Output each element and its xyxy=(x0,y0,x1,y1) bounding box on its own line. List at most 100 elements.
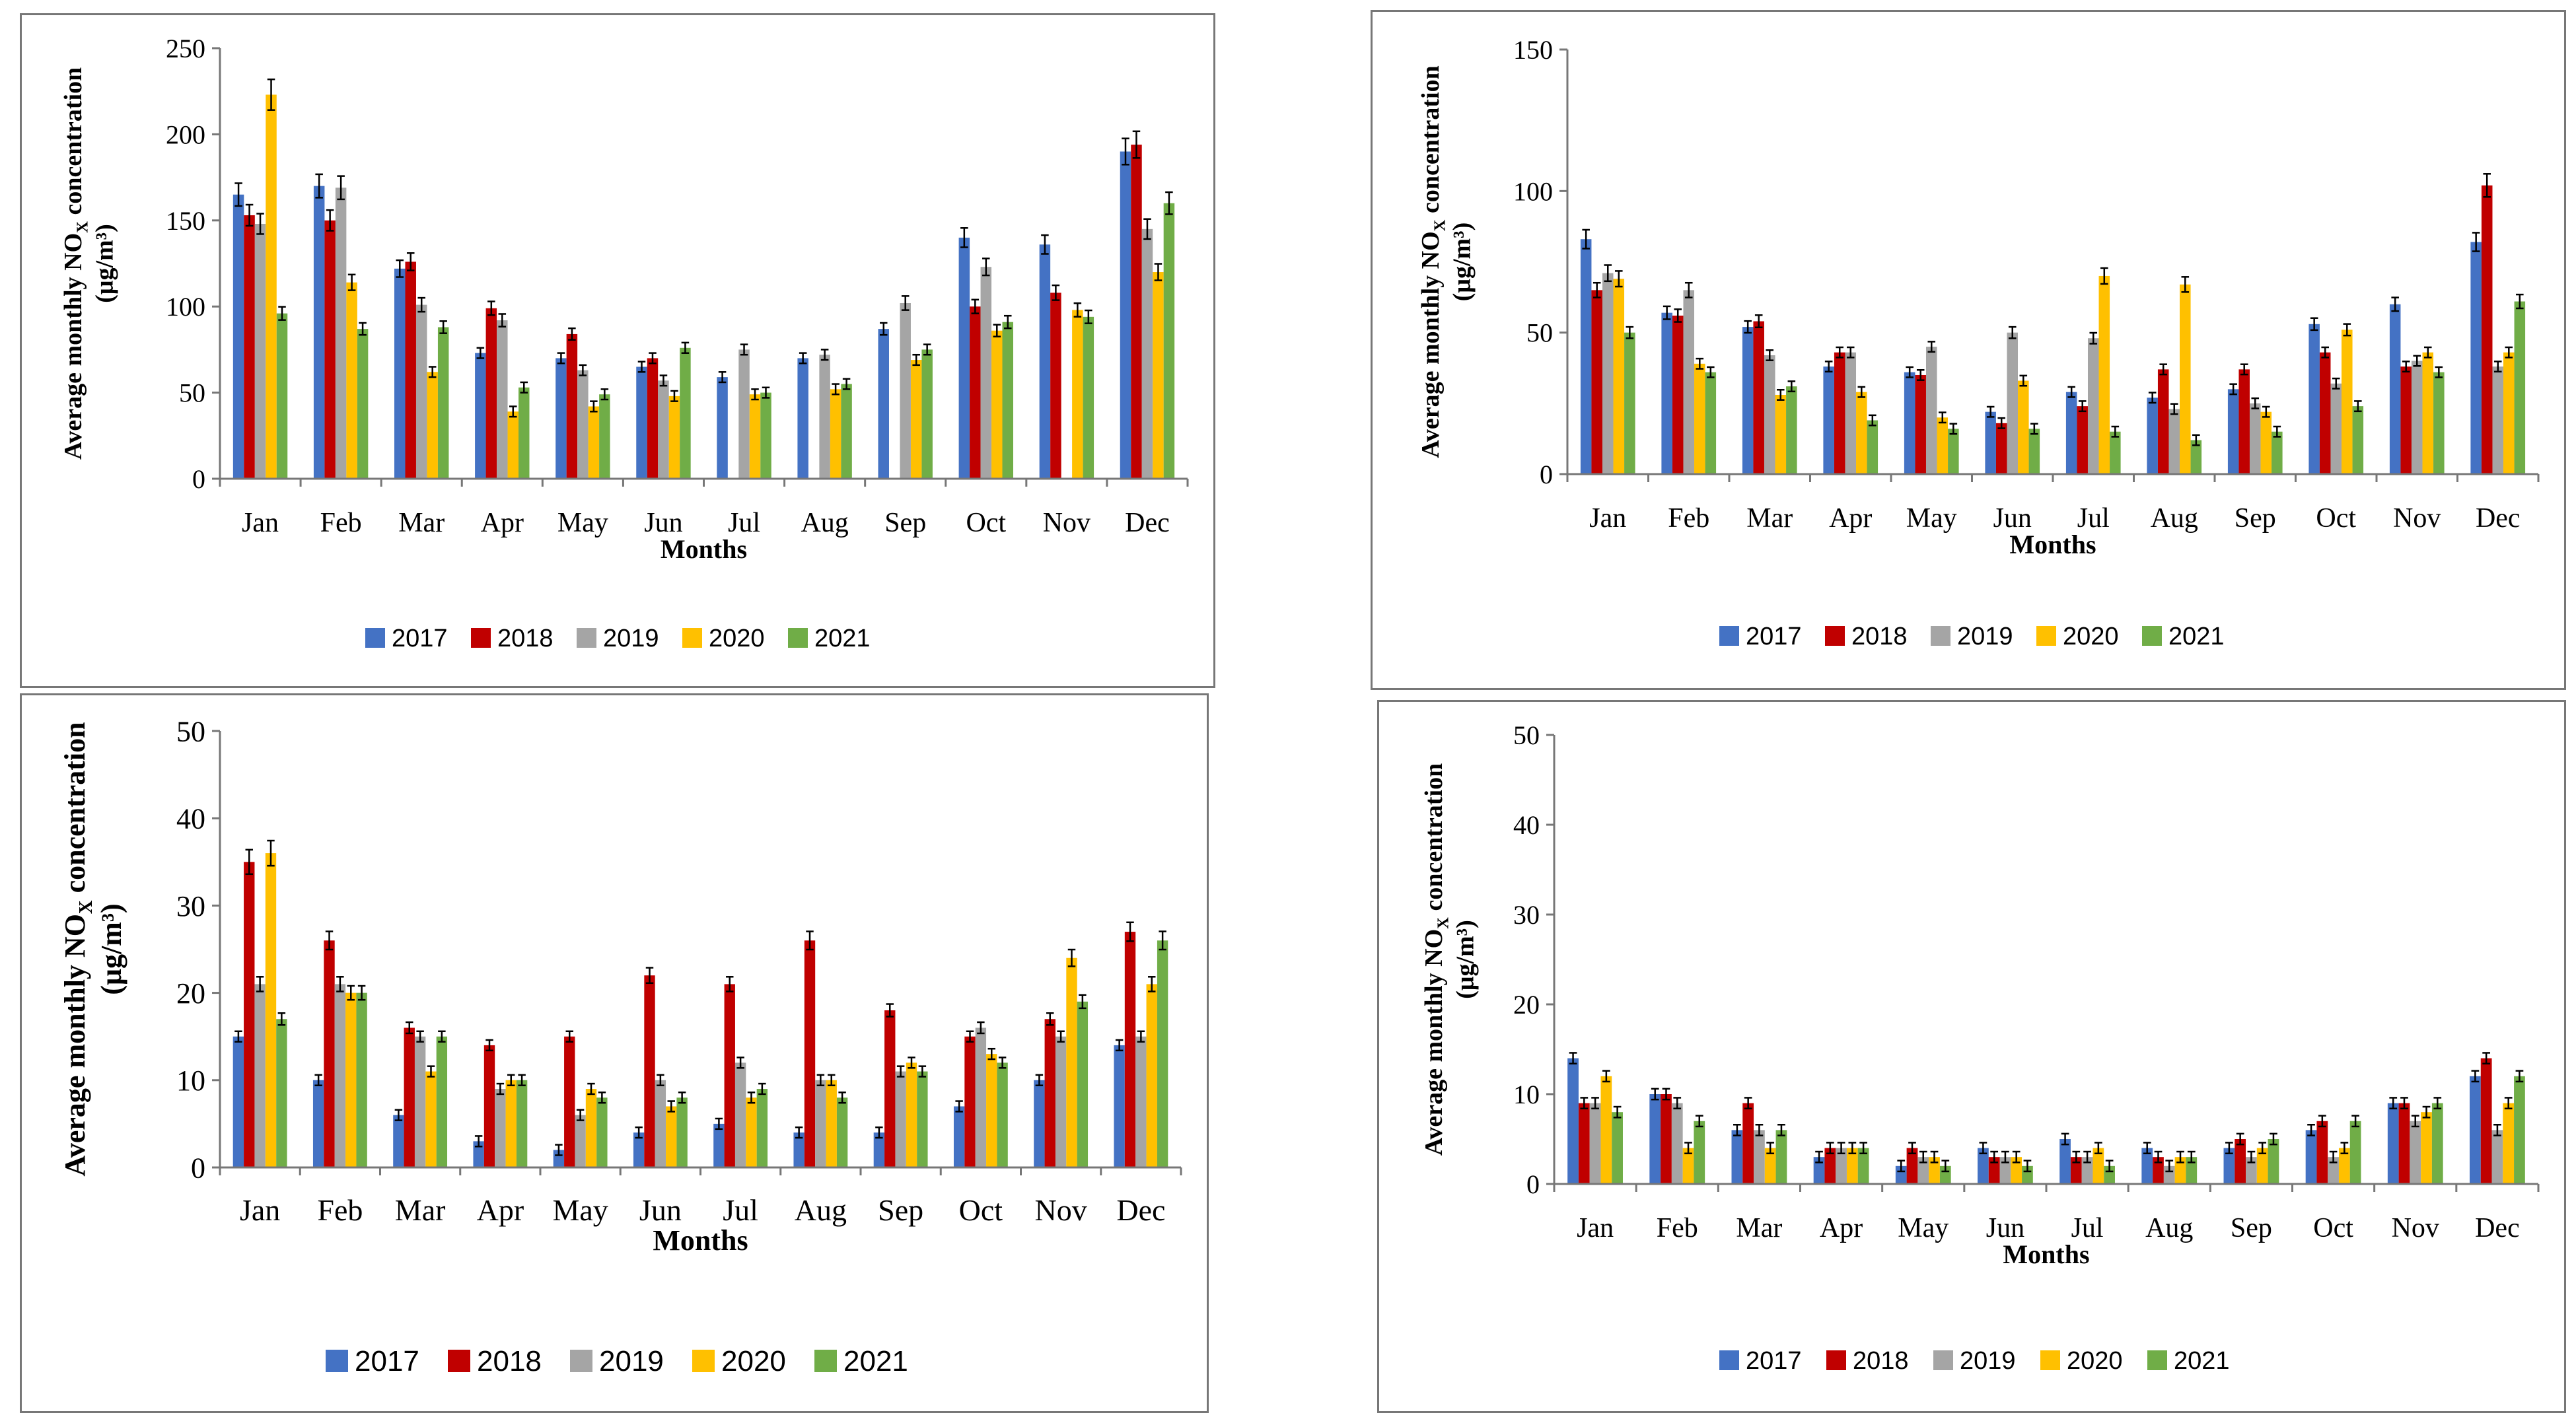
x-tick-label-may: May xyxy=(557,508,608,538)
error-bar xyxy=(1137,1030,1145,1043)
bar-2021-aug xyxy=(841,384,852,479)
legend-label-2021: 2021 xyxy=(843,1345,908,1377)
error-bar xyxy=(2483,173,2491,198)
error-bar xyxy=(498,313,507,328)
legend-label-2019: 2019 xyxy=(1957,623,2013,650)
bar-2019-jun xyxy=(1999,1157,2011,1184)
bar-2019-may xyxy=(575,1115,586,1167)
error-bar xyxy=(555,1144,563,1156)
error-bar xyxy=(2001,1150,2009,1163)
error-bar xyxy=(518,1074,526,1086)
bar-2017-may xyxy=(553,1150,565,1167)
error-bar xyxy=(245,203,254,227)
error-bar xyxy=(2148,392,2157,404)
x-tick-label-jan: Jan xyxy=(242,508,279,538)
y-tick-label: 0 xyxy=(191,1152,205,1184)
bar-2017-aug xyxy=(797,358,808,479)
error-bar xyxy=(1837,1142,1845,1155)
error-bar xyxy=(1766,349,1774,361)
bar-2018-nov xyxy=(2398,1103,2410,1184)
error-bar xyxy=(2030,423,2038,435)
bar-2021-jun xyxy=(676,1097,688,1167)
error-bar xyxy=(1052,284,1060,301)
error-bar xyxy=(908,1057,915,1069)
error-bar xyxy=(2504,1097,2513,1110)
x-axis-title: Months xyxy=(2009,530,2096,559)
y-tick-label: 20 xyxy=(1513,990,1540,1020)
x-tick-label-jul: Jul xyxy=(2071,1213,2104,1243)
bar-2017-oct xyxy=(958,237,970,479)
error-bar xyxy=(1626,326,1634,339)
error-bar xyxy=(806,930,814,951)
error-bar xyxy=(1930,1150,1939,1163)
legend-label-2019: 2019 xyxy=(1960,1347,2016,1375)
error-bar xyxy=(2159,363,2168,376)
legend-label-2019: 2019 xyxy=(603,625,659,652)
error-bar xyxy=(1663,305,1671,320)
bar-2018-mar xyxy=(405,261,416,479)
error-bar xyxy=(762,386,770,399)
error-bar xyxy=(1777,1123,1785,1136)
error-bar xyxy=(256,976,264,992)
error-bar xyxy=(1126,921,1134,942)
bar-2019-dec xyxy=(1135,1036,1147,1167)
error-bar xyxy=(587,1082,595,1095)
bar-2020-jul xyxy=(2098,275,2110,474)
bar-2020-apr xyxy=(505,1080,517,1167)
bar-2020-feb xyxy=(345,992,357,1167)
error-bar xyxy=(2012,1150,2021,1163)
legend-swatch-2017 xyxy=(365,628,385,648)
error-bar xyxy=(357,985,366,1001)
bar-2017-jun xyxy=(636,366,647,479)
bar-2021-nov xyxy=(2433,372,2445,474)
x-tick-label-apr: Apr xyxy=(477,1193,524,1227)
y-tick-label: 30 xyxy=(176,890,205,922)
bar-2020-sep xyxy=(2260,411,2272,474)
error-bar xyxy=(417,296,425,313)
chart-svg-top-left: 0 50 100 150 200 250 Jan Feb Mar Apr May Jun Jul Aug S… xyxy=(59,34,1189,652)
bar-2019-jan xyxy=(1589,1103,1601,1184)
bar-2017-mar xyxy=(1731,1130,1743,1184)
error-bar xyxy=(2318,1115,2326,1128)
bar-2019-nov xyxy=(2411,361,2423,474)
x-tick-label-may: May xyxy=(1898,1213,1949,1243)
error-bar xyxy=(406,252,415,271)
bar-2020-mar xyxy=(425,1071,437,1167)
x-axis-title: Months xyxy=(661,534,747,564)
error-bar xyxy=(359,322,367,336)
bar-2018-sep xyxy=(2238,369,2250,474)
error-bar xyxy=(2402,361,2410,373)
error-bar xyxy=(416,1030,424,1043)
bar-2019-jul xyxy=(2081,1157,2093,1184)
legend-swatch-2020 xyxy=(692,1350,715,1372)
error-bar xyxy=(2493,361,2502,373)
legend-swatch-2019 xyxy=(570,1350,592,1372)
bar-2017-aug xyxy=(2141,1148,2153,1184)
bar-2021-mar xyxy=(437,327,449,479)
bar-2019-dec xyxy=(1141,228,1153,479)
error-bar xyxy=(476,347,485,359)
error-bar xyxy=(337,175,345,201)
error-bar xyxy=(1592,281,1601,298)
bar-2021-may xyxy=(599,394,610,479)
error-bar xyxy=(1696,357,1704,370)
bar-2021-apr xyxy=(1867,420,1878,474)
bar-2020-apr xyxy=(1856,392,1867,474)
bar-2021-jul xyxy=(760,392,771,479)
error-bar xyxy=(2389,1097,2398,1110)
error-bar xyxy=(2008,326,2017,339)
x-tick-label-sep: Sep xyxy=(2231,1213,2272,1243)
chart-panel-bottom-right: 0 10 20 30 40 50 Jan Feb Mar Apr May Jun Jul Aug Sep Oc… xyxy=(1377,700,2566,1413)
error-bar xyxy=(960,227,968,248)
bar-2018-oct xyxy=(2316,1121,2328,1184)
bar-2018-apr xyxy=(1834,352,1845,474)
x-tick-label-jun: Jun xyxy=(644,508,682,538)
bar-2018-feb xyxy=(324,940,335,1167)
bar-2021-jul xyxy=(2104,1165,2115,1184)
error-bar xyxy=(565,1030,573,1043)
bar-2018-nov xyxy=(1044,1019,1055,1167)
error-bar xyxy=(2067,386,2075,398)
error-bar xyxy=(1159,930,1166,951)
bar-2017-nov xyxy=(1034,1080,1045,1167)
error-bar xyxy=(1857,386,1866,398)
